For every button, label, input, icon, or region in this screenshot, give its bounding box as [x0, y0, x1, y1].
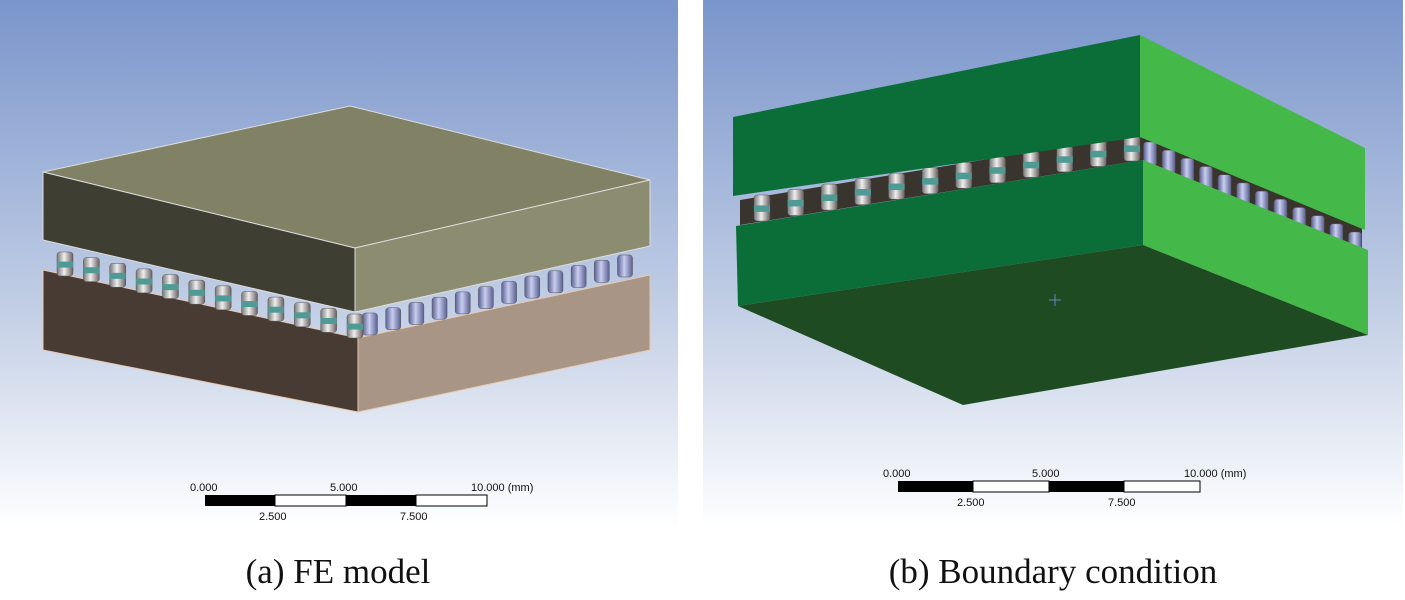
solder-bump: [83, 257, 100, 282]
solder-bump: [921, 167, 939, 194]
scale-label: 7.500: [1108, 497, 1136, 509]
solder-bump-array: [56, 251, 633, 339]
solder-bump: [109, 263, 126, 288]
solder-bump: [753, 194, 771, 222]
solder-bump: [188, 279, 206, 305]
scale-segment: [972, 480, 1050, 493]
solder-bump: [821, 183, 838, 211]
scale-bar: 0.000 5.000 10.000 (mm) 2.500 7.500: [883, 468, 1246, 509]
solder-bump: [617, 254, 633, 278]
solder-bump: [478, 286, 494, 309]
caption-a: (a) FE model: [245, 552, 431, 591]
solder-bump: [294, 302, 311, 327]
scale-label: 2.500: [957, 497, 985, 509]
scale-label: 10.000 (mm): [471, 482, 533, 494]
crosshair-icon: [1049, 294, 1061, 306]
top-plate: [42, 105, 651, 313]
scale-bar: 0.000 5.000 10.000 (mm) 2.500 7.500: [190, 482, 533, 523]
scale-label: 7.500: [400, 511, 428, 523]
solder-bump: [989, 156, 1006, 184]
solder-bump: [320, 308, 337, 333]
caption-b: (b) Boundary condition: [888, 552, 1218, 591]
solder-bump: [56, 251, 74, 277]
solder-bump: [570, 265, 587, 288]
scale-label: 0.000: [883, 468, 911, 480]
solder-bump: [162, 274, 179, 299]
solder-bump: [267, 296, 285, 322]
scale-label: 5.000: [1032, 468, 1060, 480]
solder-bump: [1022, 151, 1040, 178]
scale-label: 5.000: [330, 482, 358, 494]
solder-bump: [524, 275, 541, 299]
solder-bump: [955, 162, 973, 189]
solder-bump: [346, 313, 364, 339]
solder-bump: [214, 285, 232, 311]
solder-bump: [547, 270, 564, 294]
scale-segment: [346, 495, 416, 506]
solder-bump: [888, 172, 905, 200]
solder-bump: [385, 307, 401, 330]
scale-segment: [274, 494, 347, 507]
solder-bump: [454, 291, 471, 315]
solder-bump: [1056, 145, 1073, 173]
solder-bump: [1090, 140, 1107, 167]
solder-bump: [787, 189, 804, 216]
scale-label: 0.000: [190, 482, 218, 494]
panel-b-boundary-condition: 0.000 5.000 10.000 (mm) 2.500 7.500: [703, 0, 1403, 528]
solder-bump: [594, 260, 610, 283]
top-plate: [733, 35, 1365, 230]
scale-segment: [1123, 480, 1201, 493]
solder-bump: [408, 302, 425, 325]
scale-segment: [205, 495, 275, 506]
solder-bump: [135, 268, 153, 294]
scale-segment: [415, 494, 488, 507]
solder-bump: [854, 178, 872, 205]
solder-bump-array: [753, 134, 1362, 257]
bottom-plate-fixed-support: [736, 160, 1368, 405]
solder-bump: [431, 296, 448, 320]
solder-bump: [362, 312, 378, 336]
solder-bump: [241, 291, 258, 316]
solder-bump: [501, 281, 517, 304]
scale-segment: [898, 481, 973, 492]
panel-a-fe-model: 0.000 5.000 10.000 (mm) 2.500 7.500: [0, 0, 678, 528]
scale-segment: [1049, 481, 1124, 492]
scale-label: 10.000 (mm): [1184, 468, 1246, 480]
scale-label: 2.500: [259, 511, 287, 523]
